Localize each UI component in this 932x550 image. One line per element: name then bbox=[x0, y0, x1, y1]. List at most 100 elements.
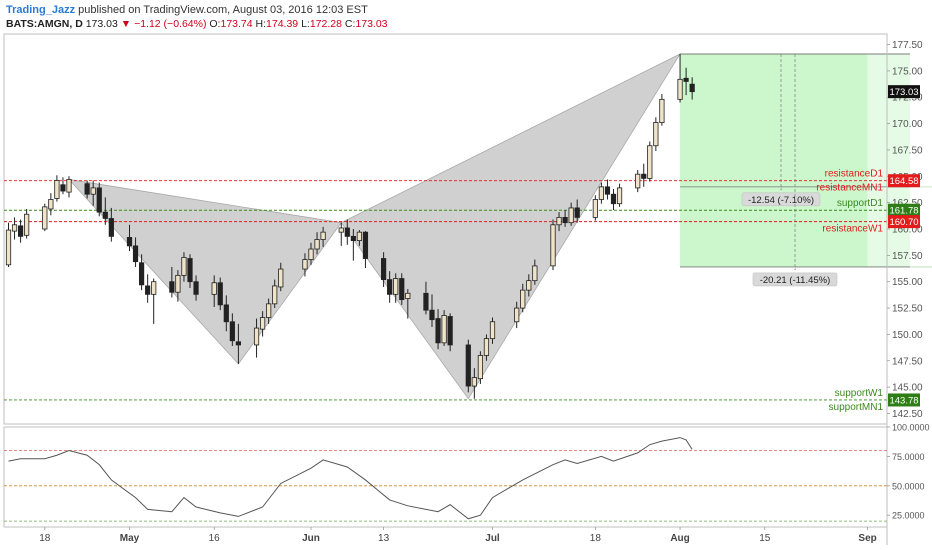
candle bbox=[42, 203, 48, 232]
candle-body bbox=[17, 225, 24, 237]
candle-body bbox=[96, 187, 102, 213]
candle-body bbox=[380, 258, 387, 280]
candle-body bbox=[211, 282, 217, 295]
level-price-tag bbox=[888, 203, 920, 217]
candle bbox=[556, 212, 562, 232]
candle bbox=[320, 226, 326, 247]
candle-body bbox=[102, 211, 108, 219]
oscillator-line bbox=[8, 437, 693, 520]
candle-body bbox=[465, 344, 471, 387]
candle bbox=[90, 180, 96, 206]
time-tick-label: May bbox=[120, 533, 140, 544]
candle-body bbox=[598, 186, 605, 200]
candle-body bbox=[616, 187, 623, 205]
candle-body bbox=[362, 231, 369, 259]
candle-body bbox=[193, 281, 199, 295]
candle-body bbox=[387, 279, 393, 295]
candle bbox=[435, 309, 441, 350]
candles bbox=[5, 54, 695, 399]
candle bbox=[266, 298, 272, 324]
pattern-triangle-xab bbox=[67, 178, 342, 365]
oscillator-ref-lines bbox=[4, 450, 887, 522]
change-value: ▼ −1.12 (−0.64%) bbox=[120, 18, 207, 30]
candle-body bbox=[350, 235, 356, 241]
price-pane[interactable]: 38.20%↓-12.54 (-7.10%)61.80%↓-20.21 (-11… bbox=[3, 33, 932, 545]
candle-body bbox=[108, 218, 114, 237]
candle bbox=[399, 273, 405, 305]
chart-header: Trading_Jazz published on TradingView.co… bbox=[6, 3, 926, 31]
candle-body bbox=[187, 258, 193, 283]
author-link[interactable]: Trading_Jazz bbox=[6, 4, 76, 16]
candle bbox=[429, 294, 435, 328]
candle bbox=[356, 230, 363, 246]
candle-body bbox=[610, 193, 617, 205]
candle-body bbox=[429, 309, 435, 321]
time-tick-label: Aug bbox=[670, 533, 689, 544]
candle-body bbox=[314, 239, 320, 250]
candle bbox=[550, 219, 556, 271]
harmonic-pattern[interactable] bbox=[67, 53, 682, 400]
candle bbox=[592, 195, 598, 221]
candle-body bbox=[344, 227, 350, 237]
oscillator-pane[interactable]: 25.0000 50.0000 75.0000 100.0000 bbox=[3, 423, 930, 528]
level-price-tag bbox=[888, 393, 920, 407]
candle-body bbox=[90, 187, 96, 195]
candle-body bbox=[641, 173, 647, 179]
candle bbox=[259, 311, 266, 337]
candle bbox=[308, 242, 314, 265]
osc-tick-label: 100.0000 bbox=[892, 423, 930, 433]
candle-body bbox=[169, 281, 175, 293]
measure-label: -20.21 (-11.45%) bbox=[760, 275, 831, 286]
low-value: 172.28 bbox=[309, 18, 342, 30]
symbol-label[interactable]: BATS:AMGN, D bbox=[6, 18, 83, 30]
candle bbox=[635, 169, 641, 193]
price-tick-label: 175.00 bbox=[892, 66, 923, 77]
level-lines[interactable]: resistanceD1 resistanceMN1 supportD1 resist… bbox=[4, 169, 887, 413]
candle bbox=[393, 273, 399, 303]
candle bbox=[568, 202, 574, 226]
candle bbox=[653, 117, 659, 151]
candle-body bbox=[42, 206, 48, 230]
measure-arrow-icon: ↓ bbox=[793, 263, 797, 272]
candle-body bbox=[526, 280, 532, 291]
candle bbox=[526, 274, 532, 297]
candle-body bbox=[393, 278, 399, 295]
price-tick-label: 147.50 bbox=[892, 356, 923, 367]
level-price-tag-text: 143.78 bbox=[889, 395, 918, 406]
pattern-triangle-bcd bbox=[340, 53, 682, 400]
osc-tick-label: 50.0000 bbox=[892, 481, 925, 491]
candle bbox=[471, 368, 477, 399]
price-axis[interactable]: 142.50 145.00 147.50 150.00 152.50 155.00 157.… bbox=[886, 34, 923, 545]
candle-body bbox=[24, 213, 30, 236]
candle bbox=[616, 183, 623, 207]
candle bbox=[5, 222, 12, 267]
level-label-supportW1: supportW1 bbox=[835, 388, 884, 399]
candle bbox=[380, 252, 387, 287]
candle-body bbox=[84, 183, 90, 195]
candle-body bbox=[302, 259, 308, 270]
candle bbox=[108, 207, 114, 242]
time-tick-label: 18 bbox=[590, 533, 602, 544]
time-tick-label: Jun bbox=[302, 533, 320, 544]
candle bbox=[126, 224, 133, 252]
candle bbox=[229, 313, 235, 346]
level-price-tag bbox=[888, 174, 920, 188]
candle-body bbox=[441, 315, 447, 344]
candle bbox=[253, 318, 260, 358]
time-axis[interactable]: 18May16Jun13Jul18Aug15Sep19Oct17Nov bbox=[4, 526, 932, 544]
price-tick-label: 172.50 bbox=[892, 93, 923, 104]
time-tick-label: 13 bbox=[378, 533, 390, 544]
candle bbox=[598, 182, 605, 204]
candle bbox=[84, 180, 90, 199]
candle bbox=[362, 231, 369, 268]
candle bbox=[689, 77, 695, 100]
price-tick-label: 145.00 bbox=[892, 383, 923, 394]
level-label-supportD1: supportD1 bbox=[837, 198, 884, 209]
candle-body bbox=[435, 318, 441, 344]
candle bbox=[96, 182, 102, 217]
candle-body bbox=[259, 317, 266, 330]
last-price-tag bbox=[888, 85, 920, 99]
candle bbox=[489, 317, 496, 344]
candle-body bbox=[181, 257, 187, 276]
